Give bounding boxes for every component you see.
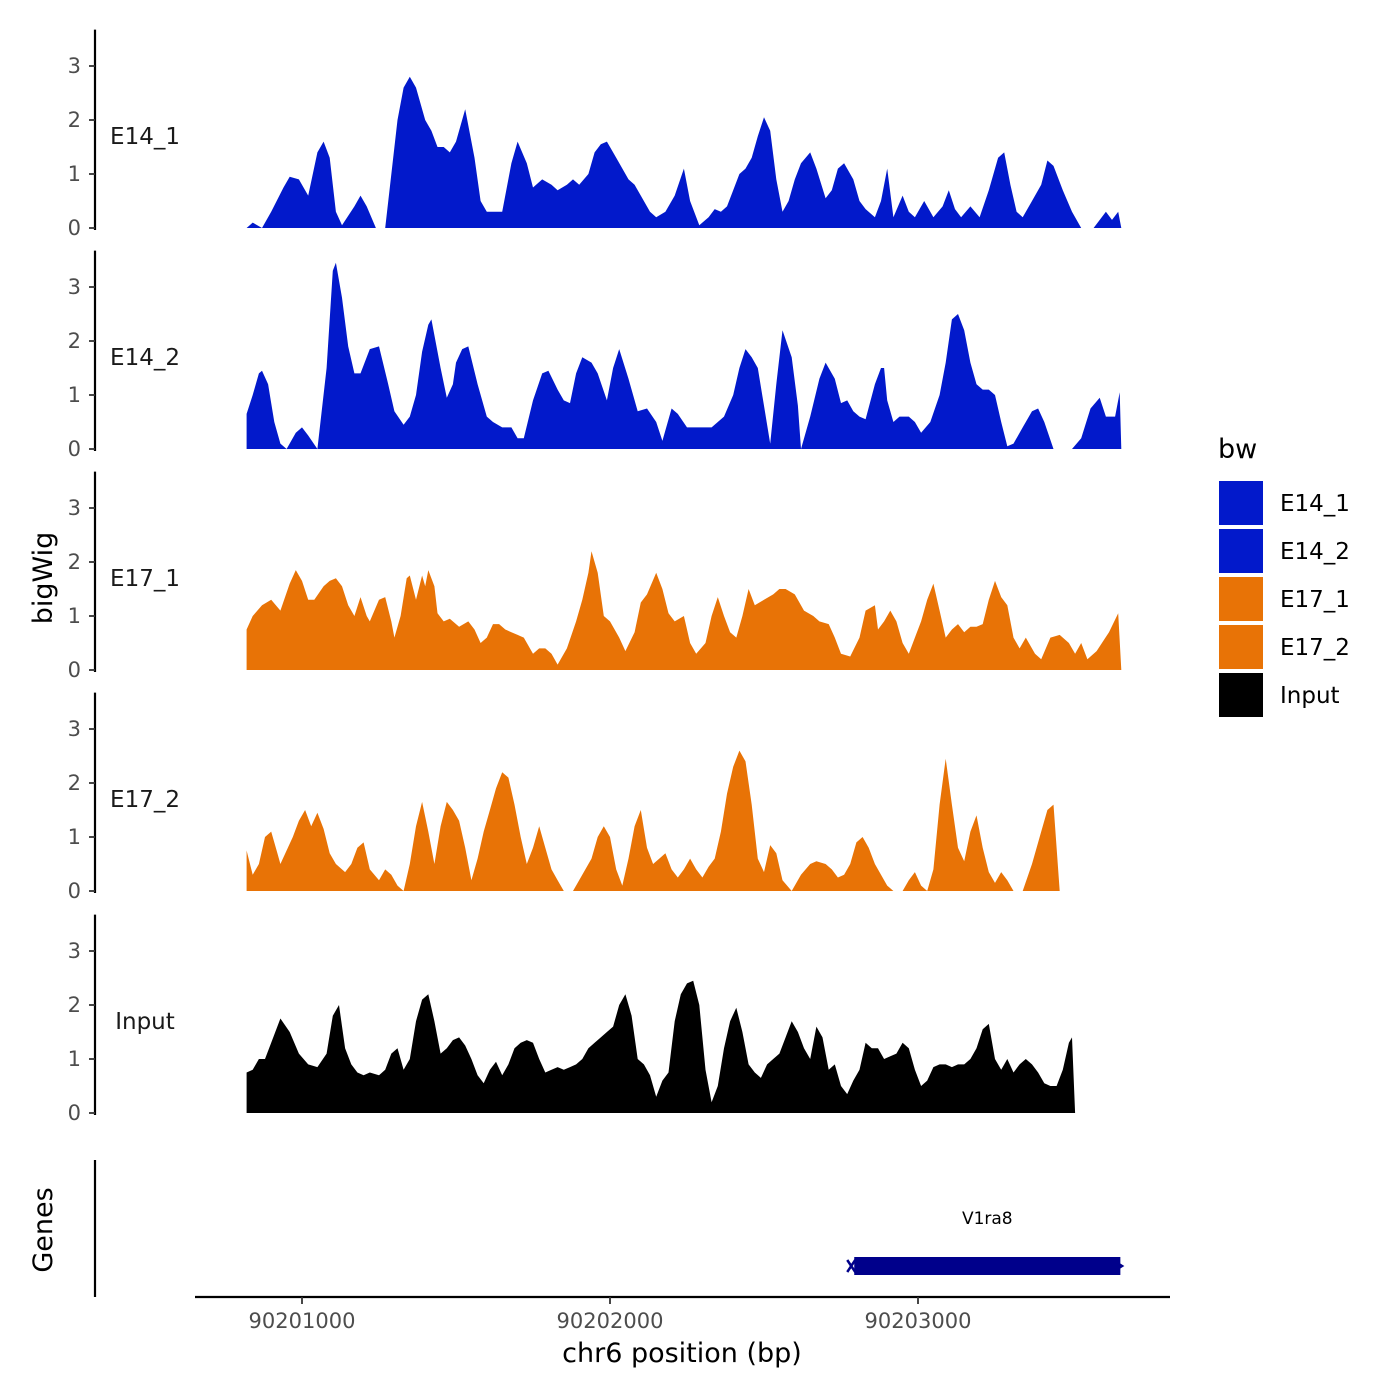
genes-track-title: Genes xyxy=(28,1187,59,1272)
y-tick-label-E14_2-2: 2 xyxy=(68,329,81,353)
legend-label-E14_2: E14_2 xyxy=(1280,539,1350,565)
track-label-E14_2: E14_2 xyxy=(110,345,180,371)
gene-strand-arrow-V1ra8 xyxy=(846,1259,857,1273)
y-tick-label-Input-0: 0 xyxy=(68,1101,81,1125)
track-E17_1: 0 1 2 3 E17_1 xyxy=(68,471,1122,682)
legend-swatch-E17_1 xyxy=(1219,577,1263,621)
coverage-area-E14_1 xyxy=(246,76,1122,228)
x-axis: 90201000 90202000 90203000 xyxy=(195,1295,1170,1333)
y-tick-label-Input-2: 2 xyxy=(68,993,81,1017)
y-tick-label-E17_1-0: 0 xyxy=(68,658,81,682)
track-Input: 0 1 2 3 Input xyxy=(68,914,1076,1125)
coverage-area-E17_2 xyxy=(246,750,1060,891)
x-axis-title: chr6 position (bp) xyxy=(562,1338,802,1369)
legend-swatch-E17_2 xyxy=(1219,625,1263,669)
y-axis-title: bigWig xyxy=(28,532,59,625)
y-tick-label-E14_1-1: 1 xyxy=(68,162,81,186)
track-E17_2: 0 1 2 3 E17_2 xyxy=(68,692,1060,903)
y-tick-label-Input-3: 3 xyxy=(68,939,81,963)
legend-label-E17_2: E17_2 xyxy=(1280,635,1350,661)
track-label-E14_1: E14_1 xyxy=(110,124,180,150)
y-tick-label-E14_2-3: 3 xyxy=(68,275,81,299)
legend-title: bw xyxy=(1218,434,1257,465)
y-tick-label-E17_2-1: 1 xyxy=(68,825,81,849)
x-tick-label-90203000: 90203000 xyxy=(865,1309,972,1333)
track-label-E17_1: E17_1 xyxy=(110,566,180,592)
track-E14_1: 0 1 2 3 E14_1 xyxy=(68,29,1122,240)
track-E14_2: 0 1 2 3 E14_2 xyxy=(68,250,1122,461)
y-tick-label-E14_1-0: 0 xyxy=(68,216,81,240)
y-tick-label-E14_1-3: 3 xyxy=(68,54,81,78)
coverage-area-E14_2 xyxy=(246,262,1122,449)
legend-label-E17_1: E17_1 xyxy=(1280,587,1350,613)
y-tick-label-E17_2-0: 0 xyxy=(68,879,81,903)
y-tick-label-E17_1-3: 3 xyxy=(68,496,81,520)
y-tick-label-E17_2-2: 2 xyxy=(68,771,81,795)
y-tick-label-E14_1-2: 2 xyxy=(68,108,81,132)
y-tick-label-Input-1: 1 xyxy=(68,1047,81,1071)
y-tick-label-E14_2-0: 0 xyxy=(68,437,81,461)
y-tick-label-E14_2-1: 1 xyxy=(68,383,81,407)
y-tick-label-E17_2-3: 3 xyxy=(68,717,81,741)
legend-label-Input: Input xyxy=(1280,683,1340,709)
x-tick-label-90202000: 90202000 xyxy=(557,1309,664,1333)
y-tick-label-E17_1-1: 1 xyxy=(68,604,81,628)
legend-swatch-E14_2 xyxy=(1219,529,1263,573)
gene-end-cap-V1ra8 xyxy=(1116,1261,1125,1271)
genes-track: V1ra8 xyxy=(93,1160,1125,1297)
track-label-E17_2: E17_2 xyxy=(110,787,180,813)
legend-label-E14_1: E14_1 xyxy=(1280,491,1350,517)
coverage-area-Input xyxy=(246,980,1076,1113)
coverage-area-E17_1 xyxy=(246,551,1122,670)
gene-body-V1ra8 xyxy=(854,1257,1121,1275)
gene-label-V1ra8: V1ra8 xyxy=(962,1209,1013,1229)
y-tick-label-E17_1-2: 2 xyxy=(68,550,81,574)
bigwig-tracks: 0 1 2 3 E14_1 0 1 2 3 E14_2 0 1 2 3 E17_1 0 1 2 3 E17_2 0 1 2 3… xyxy=(68,29,1122,1125)
legend-swatch-Input xyxy=(1219,673,1263,717)
track-label-Input: Input xyxy=(115,1009,175,1035)
legend-swatch-E14_1 xyxy=(1219,481,1263,525)
legend: bw E14_1 E14_2 E17_1 E17_2 Input xyxy=(1218,434,1350,717)
x-tick-label-90201000: 90201000 xyxy=(249,1309,356,1333)
